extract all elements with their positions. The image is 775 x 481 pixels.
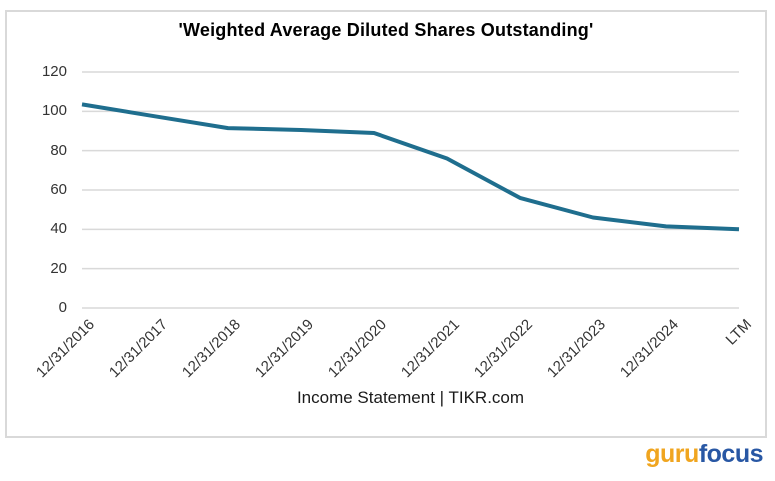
x-tick-label: 12/31/2021 bbox=[397, 316, 464, 382]
y-tick-label: 0 bbox=[58, 299, 67, 316]
logo-guru-text: guru bbox=[645, 440, 699, 468]
y-tick-label: 120 bbox=[41, 63, 67, 80]
y-tick-label: 80 bbox=[50, 141, 67, 159]
plot-svg bbox=[81, 71, 740, 309]
y-tick-label: 20 bbox=[50, 259, 67, 277]
line-series bbox=[81, 102, 740, 232]
x-tick-label: 12/31/2018 bbox=[178, 316, 245, 382]
logo-focus-text: focus bbox=[698, 440, 764, 468]
gurufocus-logo: gurufocus bbox=[645, 440, 763, 469]
x-tick-label: 12/31/2017 bbox=[105, 316, 172, 382]
chart-panel: 'Weighted Average Diluted Shares Outstan… bbox=[5, 10, 767, 438]
x-tick-label: 12/31/2022 bbox=[470, 316, 537, 382]
x-tick-label: 12/31/2024 bbox=[616, 316, 683, 382]
plot-area bbox=[81, 71, 740, 309]
y-tick-label: 40 bbox=[50, 220, 67, 238]
x-tick-label: 12/31/2023 bbox=[543, 316, 610, 382]
y-tick-label: 100 bbox=[41, 102, 67, 120]
x-tick-label: 12/31/2020 bbox=[324, 316, 391, 382]
x-tick-label: 12/31/2016 bbox=[32, 316, 99, 382]
chart-title: 'Weighted Average Diluted Shares Outstan… bbox=[178, 20, 594, 40]
gridlines bbox=[82, 71, 739, 309]
x-tick-label: 12/31/2019 bbox=[251, 316, 318, 382]
x-tick-label: LTM bbox=[722, 316, 756, 349]
y-tick-label: 60 bbox=[50, 181, 67, 198]
x-axis-caption: Income Statement | TIKR.com bbox=[296, 388, 525, 407]
